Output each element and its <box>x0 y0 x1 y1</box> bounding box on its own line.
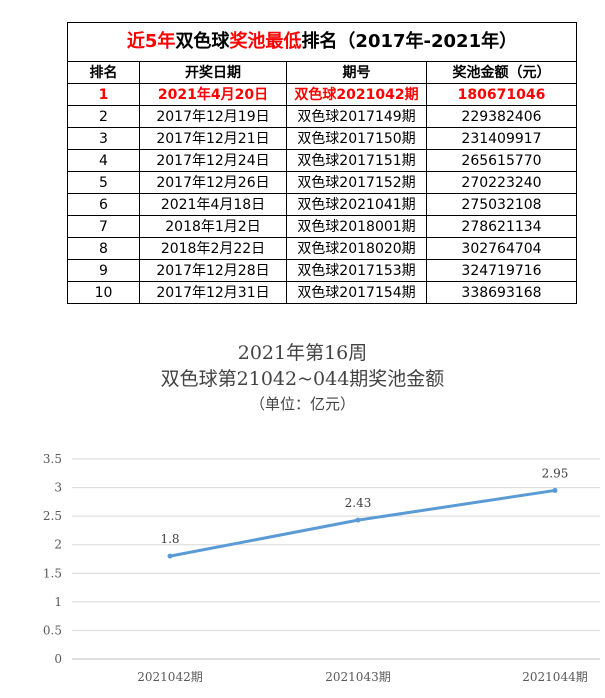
table-header-row: 排名 开奖日期 期号 奖池金额（元） <box>67 61 578 84</box>
y-tick-label: 2.5 <box>43 509 62 523</box>
y-tick-label: 3 <box>54 481 62 495</box>
cell-date: 2017年12月19日 <box>139 105 287 128</box>
cell-amount: 275032108 <box>425 193 578 216</box>
cell-issue: 双色球2017149期 <box>286 105 427 128</box>
x-tick-label: 2021042期 <box>137 670 202 684</box>
y-tick-label: 0 <box>54 652 62 666</box>
data-point <box>167 553 173 559</box>
chart-unit-note: （单位：亿元） <box>249 395 355 413</box>
table-row: 4 2017年12月24日 双色球2017151期 265615770 <box>67 149 578 172</box>
table-title-part-2: 双色球 <box>175 31 230 52</box>
table-row: 6 2021年4月18日 双色球2021041期 275032108 <box>67 193 578 216</box>
table-title-part-3: 奖池最低 <box>229 31 302 52</box>
table-row: 2 2017年12月19日 双色球2017149期 229382406 <box>67 105 578 128</box>
ranking-table-wrap: 近5年双色球奖池最低排名（2017年-2021年） 排名 开奖日期 期号 奖池金… <box>66 22 578 304</box>
cell-date: 2017年12月21日 <box>139 127 287 150</box>
cell-amount: 338693168 <box>425 281 578 304</box>
table-title: 近5年双色球奖池最低排名（2017年-2021年） <box>66 22 578 62</box>
cell-issue: 双色球2021041期 <box>286 193 427 216</box>
ranking-table: 近5年双色球奖池最低排名（2017年-2021年） 排名 开奖日期 期号 奖池金… <box>66 22 578 304</box>
cell-date: 2018年2月22日 <box>139 237 287 260</box>
y-tick-label: 1.5 <box>43 566 62 580</box>
y-tick-label: 0.5 <box>43 623 62 637</box>
data-label: 2.95 <box>542 466 569 480</box>
data-point <box>552 487 558 493</box>
y-tick-label: 3.5 <box>43 452 62 466</box>
x-tick-label: 2021043期 <box>325 670 390 684</box>
cell-date: 2017年12月28日 <box>139 259 287 282</box>
cell-date: 2017年12月31日 <box>139 281 287 304</box>
table-title-part-4: 排名（2017年-2021年） <box>301 31 518 52</box>
chart-title-block: 2021年第16周 双色球第21042~044期奖池金额 （单位：亿元） <box>0 340 605 416</box>
table-row: 1 2021年4月20日 双色球2021042期 180671046 <box>67 83 578 106</box>
data-label: 2.43 <box>345 496 372 510</box>
y-tick-label: 1 <box>54 595 62 609</box>
chart-title: 2021年第16周 <box>237 342 368 364</box>
table-title-part-1: 近5年 <box>126 31 176 52</box>
cell-date: 2021年4月20日 <box>139 83 287 106</box>
y-tick-label: 2 <box>54 538 62 552</box>
data-label: 1.8 <box>160 532 179 546</box>
data-point <box>355 517 361 523</box>
cell-rank: 10 <box>67 281 140 304</box>
cell-date: 2017年12月24日 <box>139 149 287 172</box>
cell-amount: 180671046 <box>425 83 578 106</box>
table-row: 9 2017年12月28日 双色球2017153期 324719716 <box>67 259 578 282</box>
chart-subtitle: 双色球第21042~044期奖池金额 <box>160 368 445 390</box>
table-row: 8 2018年2月22日 双色球2018020期 302764704 <box>67 237 578 260</box>
cell-issue: 双色球2017152期 <box>286 171 427 194</box>
cell-issue: 双色球2017154期 <box>286 281 427 304</box>
cell-amount: 265615770 <box>425 149 578 172</box>
cell-issue: 双色球2017153期 <box>286 259 427 282</box>
cell-issue: 双色球2021042期 <box>286 83 427 106</box>
cell-date: 2021年4月18日 <box>139 193 287 216</box>
header-amount: 奖池金额（元） <box>425 61 578 84</box>
table-row: 10 2017年12月31日 双色球2017154期 338693168 <box>67 281 578 304</box>
table-row: 3 2017年12月21日 双色球2017150期 231409917 <box>67 127 578 150</box>
x-tick-label: 2021044期 <box>522 670 587 684</box>
